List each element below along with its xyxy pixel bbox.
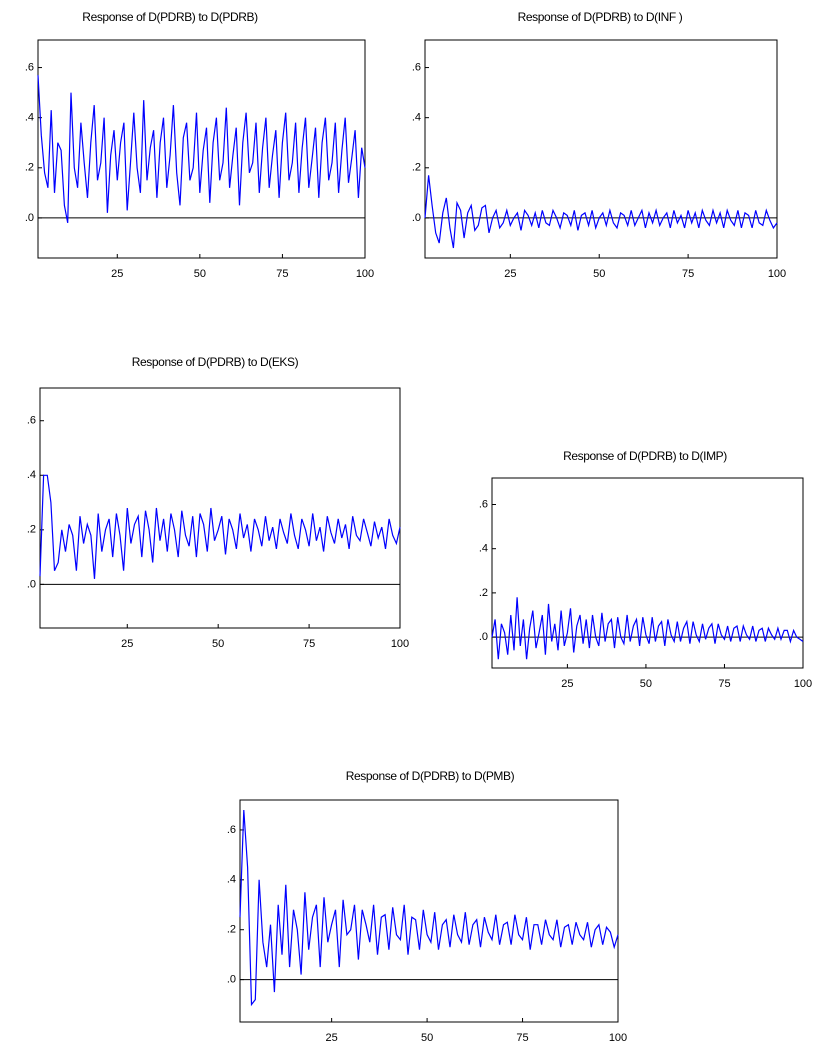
y-tick-label: .2 (479, 587, 488, 599)
plot-frame (37, 39, 366, 259)
chart-title: Response of D(PDRB) to D(EKS) (132, 355, 299, 369)
response-line (39, 474, 401, 579)
response-line (37, 75, 366, 224)
plot-frame (491, 477, 804, 669)
y-tick-label: .4 (412, 112, 421, 124)
x-tick-label: 25 (111, 268, 123, 280)
x-tick-label: 50 (212, 638, 224, 650)
x-tick-label: 75 (516, 1032, 528, 1044)
y-tick-label: .0 (25, 212, 34, 224)
response-line (491, 597, 804, 660)
chart-title: Response of D(PDRB) to D(IMP) (563, 449, 727, 463)
x-tick-label: 25 (326, 1032, 338, 1044)
x-tick-label: 100 (768, 268, 786, 280)
chart-title: Response of D(PDRB) to D(INF ) (518, 10, 683, 24)
y-tick-label: .2 (27, 524, 36, 536)
y-tick-label: .0 (27, 578, 36, 590)
y-tick-label: .2 (25, 162, 34, 174)
x-tick-label: 100 (609, 1032, 627, 1044)
y-tick-label: .6 (227, 824, 236, 836)
y-tick-label: .0 (227, 974, 236, 986)
plot-frame (424, 39, 778, 259)
x-tick-label: 25 (504, 268, 516, 280)
response-line (424, 175, 778, 249)
x-tick-label: 50 (640, 678, 652, 690)
y-tick-label: .2 (412, 162, 421, 174)
x-tick-label: 75 (276, 268, 288, 280)
x-tick-label: 100 (391, 638, 409, 650)
y-tick-label: .4 (25, 112, 34, 124)
chart-title: Response of D(PDRB) to D(PDRB) (82, 10, 258, 24)
y-tick-label: .4 (27, 469, 36, 481)
x-tick-label: 50 (194, 268, 206, 280)
y-tick-label: .0 (412, 212, 421, 224)
chart-title: Response of D(PDRB) to D(PMB) (346, 769, 515, 783)
y-tick-label: .2 (227, 924, 236, 936)
x-tick-label: 100 (794, 678, 812, 690)
x-tick-label: 75 (682, 268, 694, 280)
x-tick-label: 25 (561, 678, 573, 690)
y-tick-label: .6 (479, 498, 488, 510)
y-tick-label: .4 (227, 874, 236, 886)
x-tick-label: 75 (718, 678, 730, 690)
plot-frame (239, 799, 619, 1023)
y-tick-label: .6 (25, 61, 34, 73)
response-line (239, 809, 619, 1007)
x-tick-label: 75 (303, 638, 315, 650)
y-tick-label: .6 (27, 415, 36, 427)
x-tick-label: 50 (593, 268, 605, 280)
y-tick-label: .0 (479, 631, 488, 643)
x-tick-label: 100 (356, 268, 374, 280)
plot-frame (39, 387, 401, 629)
y-tick-label: .4 (479, 543, 488, 555)
y-tick-label: .6 (412, 61, 421, 73)
x-tick-label: 50 (421, 1032, 433, 1044)
x-tick-label: 25 (121, 638, 133, 650)
